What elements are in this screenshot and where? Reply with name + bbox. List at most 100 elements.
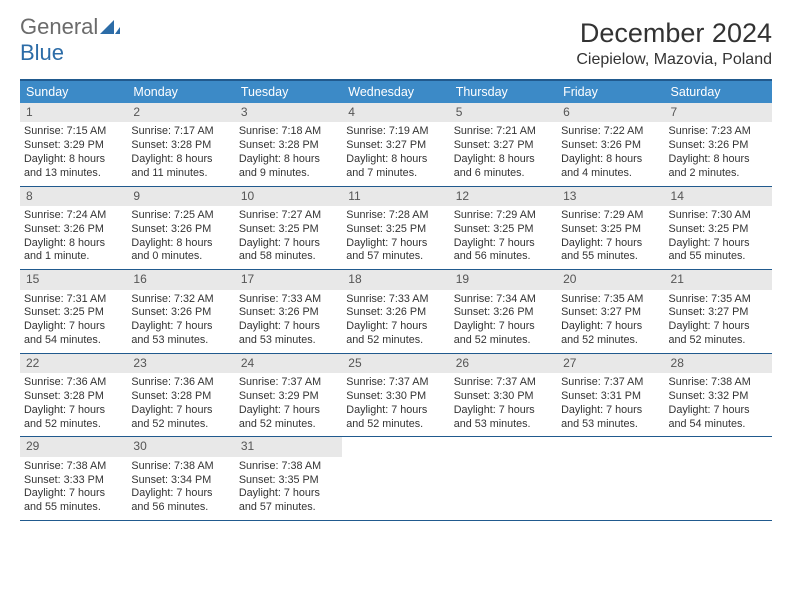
sunrise-text: Sunrise: 7:23 AM xyxy=(669,125,768,139)
sunset-text: Sunset: 3:35 PM xyxy=(239,474,338,488)
page-title: December 2024 xyxy=(576,18,772,49)
sunset-text: Sunset: 3:26 PM xyxy=(454,306,553,320)
calendar-day: 1Sunrise: 7:15 AMSunset: 3:29 PMDaylight… xyxy=(20,103,127,186)
sunset-text: Sunset: 3:26 PM xyxy=(669,139,768,153)
sunrise-text: Sunrise: 7:29 AM xyxy=(561,209,660,223)
sunset-text: Sunset: 3:27 PM xyxy=(561,306,660,320)
day-body: Sunrise: 7:36 AMSunset: 3:28 PMDaylight:… xyxy=(20,373,127,436)
sunrise-text: Sunrise: 7:37 AM xyxy=(346,376,445,390)
sunset-text: Sunset: 3:34 PM xyxy=(131,474,230,488)
weekday-header: Wednesday xyxy=(342,81,449,103)
logo-word-2: Blue xyxy=(20,40,64,65)
day-number: 15 xyxy=(20,270,127,289)
logo-word-1: General xyxy=(20,14,98,39)
sunrise-text: Sunrise: 7:22 AM xyxy=(561,125,660,139)
sunset-text: Sunset: 3:27 PM xyxy=(454,139,553,153)
calendar-week: 8Sunrise: 7:24 AMSunset: 3:26 PMDaylight… xyxy=(20,187,772,271)
calendar-day xyxy=(557,437,664,520)
daylight-text: Daylight: 7 hours and 53 minutes. xyxy=(454,404,553,432)
day-body: Sunrise: 7:34 AMSunset: 3:26 PMDaylight:… xyxy=(450,290,557,353)
title-block: December 2024 Ciepielow, Mazovia, Poland xyxy=(576,18,772,69)
sunset-text: Sunset: 3:30 PM xyxy=(346,390,445,404)
day-body: Sunrise: 7:27 AMSunset: 3:25 PMDaylight:… xyxy=(235,206,342,269)
day-number: 30 xyxy=(127,437,234,456)
weekday-header: Thursday xyxy=(450,81,557,103)
calendar-day: 27Sunrise: 7:37 AMSunset: 3:31 PMDayligh… xyxy=(557,354,664,437)
calendar-day: 17Sunrise: 7:33 AMSunset: 3:26 PMDayligh… xyxy=(235,270,342,353)
day-number: 29 xyxy=(20,437,127,456)
day-body: Sunrise: 7:28 AMSunset: 3:25 PMDaylight:… xyxy=(342,206,449,269)
calendar-page: General Blue December 2024 Ciepielow, Ma… xyxy=(0,0,792,531)
daylight-text: Daylight: 8 hours and 7 minutes. xyxy=(346,153,445,181)
calendar-day: 28Sunrise: 7:38 AMSunset: 3:32 PMDayligh… xyxy=(665,354,772,437)
calendar-day: 18Sunrise: 7:33 AMSunset: 3:26 PMDayligh… xyxy=(342,270,449,353)
sunset-text: Sunset: 3:29 PM xyxy=(239,390,338,404)
sunrise-text: Sunrise: 7:29 AM xyxy=(454,209,553,223)
day-number: 4 xyxy=(342,103,449,122)
day-body: Sunrise: 7:33 AMSunset: 3:26 PMDaylight:… xyxy=(342,290,449,353)
calendar-week: 29Sunrise: 7:38 AMSunset: 3:33 PMDayligh… xyxy=(20,437,772,521)
day-body xyxy=(665,441,772,449)
location: Ciepielow, Mazovia, Poland xyxy=(576,51,772,69)
day-number: 22 xyxy=(20,354,127,373)
day-number: 23 xyxy=(127,354,234,373)
sunrise-text: Sunrise: 7:19 AM xyxy=(346,125,445,139)
sunset-text: Sunset: 3:27 PM xyxy=(346,139,445,153)
day-body: Sunrise: 7:37 AMSunset: 3:30 PMDaylight:… xyxy=(450,373,557,436)
calendar-day: 21Sunrise: 7:35 AMSunset: 3:27 PMDayligh… xyxy=(665,270,772,353)
sunrise-text: Sunrise: 7:38 AM xyxy=(239,460,338,474)
sunrise-text: Sunrise: 7:33 AM xyxy=(239,293,338,307)
daylight-text: Daylight: 7 hours and 52 minutes. xyxy=(239,404,338,432)
daylight-text: Daylight: 7 hours and 55 minutes. xyxy=(669,237,768,265)
sunrise-text: Sunrise: 7:36 AM xyxy=(24,376,123,390)
daylight-text: Daylight: 8 hours and 4 minutes. xyxy=(561,153,660,181)
day-body xyxy=(557,441,664,449)
day-body: Sunrise: 7:35 AMSunset: 3:27 PMDaylight:… xyxy=(665,290,772,353)
sunset-text: Sunset: 3:25 PM xyxy=(24,306,123,320)
calendar-day: 25Sunrise: 7:37 AMSunset: 3:30 PMDayligh… xyxy=(342,354,449,437)
daylight-text: Daylight: 8 hours and 9 minutes. xyxy=(239,153,338,181)
daylight-text: Daylight: 7 hours and 53 minutes. xyxy=(239,320,338,348)
calendar-day: 6Sunrise: 7:22 AMSunset: 3:26 PMDaylight… xyxy=(557,103,664,186)
logo-text: General Blue xyxy=(20,14,120,66)
calendar-day: 31Sunrise: 7:38 AMSunset: 3:35 PMDayligh… xyxy=(235,437,342,520)
day-number: 21 xyxy=(665,270,772,289)
sunset-text: Sunset: 3:25 PM xyxy=(346,223,445,237)
sunset-text: Sunset: 3:28 PM xyxy=(131,139,230,153)
weekday-header: Tuesday xyxy=(235,81,342,103)
day-body: Sunrise: 7:33 AMSunset: 3:26 PMDaylight:… xyxy=(235,290,342,353)
daylight-text: Daylight: 7 hours and 58 minutes. xyxy=(239,237,338,265)
daylight-text: Daylight: 7 hours and 54 minutes. xyxy=(669,404,768,432)
daylight-text: Daylight: 7 hours and 57 minutes. xyxy=(239,487,338,515)
sunset-text: Sunset: 3:30 PM xyxy=(454,390,553,404)
calendar-week: 1Sunrise: 7:15 AMSunset: 3:29 PMDaylight… xyxy=(20,103,772,187)
sunrise-text: Sunrise: 7:35 AM xyxy=(669,293,768,307)
day-number: 8 xyxy=(20,187,127,206)
day-body: Sunrise: 7:30 AMSunset: 3:25 PMDaylight:… xyxy=(665,206,772,269)
day-body: Sunrise: 7:29 AMSunset: 3:25 PMDaylight:… xyxy=(450,206,557,269)
calendar-day: 14Sunrise: 7:30 AMSunset: 3:25 PMDayligh… xyxy=(665,187,772,270)
sunset-text: Sunset: 3:26 PM xyxy=(131,223,230,237)
sunset-text: Sunset: 3:29 PM xyxy=(24,139,123,153)
daylight-text: Daylight: 7 hours and 52 minutes. xyxy=(24,404,123,432)
day-body: Sunrise: 7:23 AMSunset: 3:26 PMDaylight:… xyxy=(665,122,772,185)
day-body: Sunrise: 7:18 AMSunset: 3:28 PMDaylight:… xyxy=(235,122,342,185)
day-number: 18 xyxy=(342,270,449,289)
daylight-text: Daylight: 7 hours and 53 minutes. xyxy=(131,320,230,348)
sunset-text: Sunset: 3:26 PM xyxy=(131,306,230,320)
calendar-week: 22Sunrise: 7:36 AMSunset: 3:28 PMDayligh… xyxy=(20,354,772,438)
day-body xyxy=(342,441,449,449)
day-body: Sunrise: 7:38 AMSunset: 3:33 PMDaylight:… xyxy=(20,457,127,520)
day-body: Sunrise: 7:17 AMSunset: 3:28 PMDaylight:… xyxy=(127,122,234,185)
weekday-header: Monday xyxy=(127,81,234,103)
sunrise-text: Sunrise: 7:18 AM xyxy=(239,125,338,139)
weekday-header: Sunday xyxy=(20,81,127,103)
weekday-header: Saturday xyxy=(665,81,772,103)
calendar-day: 7Sunrise: 7:23 AMSunset: 3:26 PMDaylight… xyxy=(665,103,772,186)
daylight-text: Daylight: 8 hours and 2 minutes. xyxy=(669,153,768,181)
sunrise-text: Sunrise: 7:38 AM xyxy=(131,460,230,474)
sunrise-text: Sunrise: 7:25 AM xyxy=(131,209,230,223)
calendar-day: 20Sunrise: 7:35 AMSunset: 3:27 PMDayligh… xyxy=(557,270,664,353)
day-body: Sunrise: 7:31 AMSunset: 3:25 PMDaylight:… xyxy=(20,290,127,353)
day-number: 11 xyxy=(342,187,449,206)
